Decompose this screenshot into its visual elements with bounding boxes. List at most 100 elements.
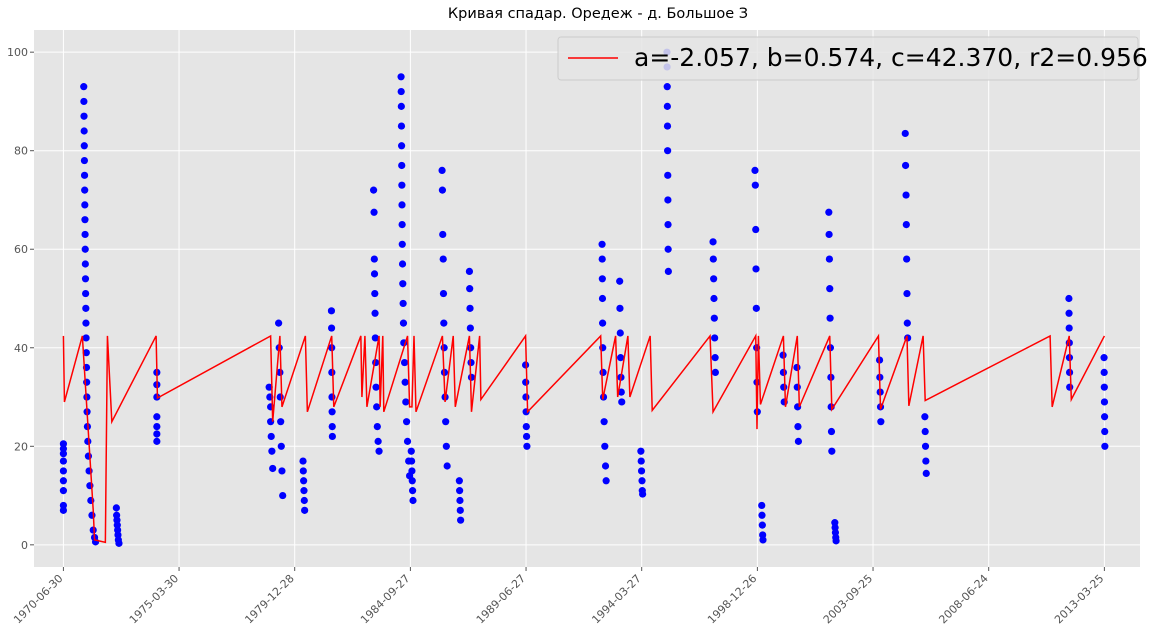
scatter-point [59,467,68,475]
scatter-point [598,240,606,248]
scatter-point [59,450,68,458]
scatter-point [370,270,379,278]
scatter-point [664,147,672,155]
scatter-point [276,393,284,401]
scatter-point [638,477,646,485]
scatter-point [710,275,718,283]
scatter-point [328,408,336,416]
fit-curve-line [62,333,1106,544]
scatter-point [664,171,672,179]
scatter-point [59,506,68,514]
scatter-point [779,351,787,359]
scatter-point [467,344,475,352]
scatter-point [80,171,89,179]
scatter-point [663,122,672,130]
scatter-point [438,166,446,175]
scatter-point [711,354,719,362]
scatter-point [759,536,767,544]
scatter-point [758,521,766,529]
x-axis: 1970-06-30 1975-03-30 1979-12-28 1984-09-27… [11,567,1107,626]
scatter-point [752,265,760,273]
scatter-point [455,477,463,485]
scatter-point [601,462,610,470]
scatter-point [522,408,530,416]
scatter-point [80,142,88,150]
series-layer [59,48,1109,547]
x-tick-label: 1979-12-28 [242,572,296,626]
scatter-point [370,255,378,263]
scatter-point [521,361,530,369]
scatter-point [278,467,286,475]
scatter-point [408,467,416,475]
scatter-point [711,368,719,376]
scatter-point [442,418,450,426]
scatter-point [826,314,834,322]
x-tick-label: 2008-06-24 [936,572,990,626]
scatter-point [269,464,277,473]
scatter-point [793,383,801,391]
scatter-point [664,267,672,276]
scatter-point [299,467,307,475]
scatter-point [399,280,407,288]
scatter-point [442,442,450,450]
scatter-point [922,457,930,465]
y-tick-label: 40 [14,342,28,355]
scatter-point [793,363,801,372]
x-tick-label: 1970-06-30 [11,572,65,626]
scatter-point [664,221,672,229]
scatter-point [82,334,90,342]
scatter-point [901,161,910,170]
x-tick-label: 1994-03-27 [589,572,643,626]
scatter-point [82,304,90,312]
x-tick-label: 1984-09-27 [358,572,412,626]
scatter-point [466,324,474,332]
scatter-point [903,319,911,327]
scatter-point [443,462,451,470]
scatter-point [751,181,759,189]
scatter-point [1065,309,1073,317]
scatter-point [373,422,381,431]
scatter-point [602,477,610,485]
scatter-point [1100,383,1108,391]
scatter-point [81,201,89,209]
scatter-point [466,285,474,293]
scatter-point [616,304,624,312]
scatter-point [456,496,464,505]
scatter-point [397,142,406,150]
scatter-point [599,344,607,352]
scatter-point [81,216,89,224]
scatter-point [832,537,840,545]
x-tick-label: 1989-06-27 [474,572,528,626]
legend-label: a=-2.057, b=0.574, c=42.370, r2=0.956 [634,43,1148,72]
scatter-point [440,319,448,327]
scatter-point [456,506,464,514]
x-tick-label: 2003-09-25 [821,572,875,626]
scatter-point [59,501,68,510]
scatter-point [600,418,608,426]
scatter-point [300,487,308,495]
scatter-point [617,354,625,362]
scatter-point [1100,413,1109,421]
scatter-point [153,430,161,438]
scatter-point [84,452,93,460]
scatter-point [779,368,788,376]
scatter-point [408,477,416,485]
scatter-point [439,289,448,298]
scatter-point [374,437,382,445]
scatter-point [616,277,624,285]
scatter-point [1065,324,1073,332]
scatter-point [371,309,379,317]
scatter-point [921,427,929,436]
scatter-point [825,208,833,216]
scatter-point [409,496,417,505]
scatter-point [921,442,930,450]
scatter-point [398,221,406,229]
scatter-point [1065,294,1073,303]
scatter-point [300,496,308,505]
legend-box [557,36,1139,81]
scatter-point [91,538,100,546]
scatter-point [407,447,415,455]
scatter-point [1065,368,1074,376]
scatter-point [439,230,447,239]
